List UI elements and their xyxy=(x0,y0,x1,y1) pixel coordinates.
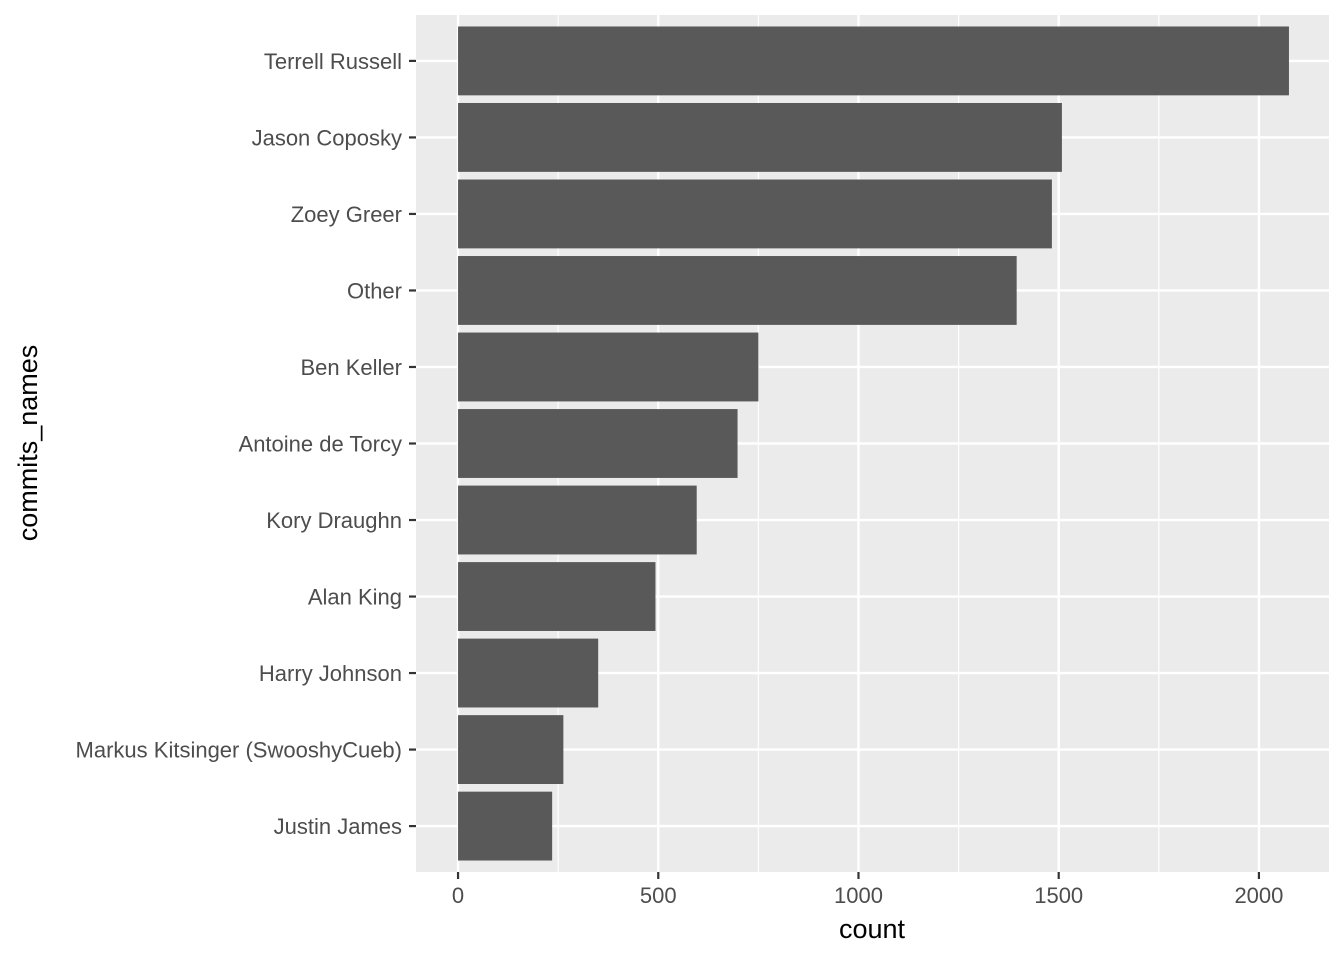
x-tick-label: 0 xyxy=(452,883,464,908)
y-tick-label: Zoey Greer xyxy=(291,202,402,227)
y-tick-label: Terrell Russell xyxy=(264,49,402,74)
bar xyxy=(458,715,564,785)
bar xyxy=(458,409,738,478)
bar xyxy=(458,638,599,708)
bars xyxy=(458,26,1289,861)
bar xyxy=(458,791,553,861)
y-tick-label: Harry Johnson xyxy=(259,661,402,686)
bar xyxy=(458,179,1052,249)
y-tick-label: Markus Kitsinger (SwooshyCueb) xyxy=(76,738,402,763)
bar xyxy=(458,256,1017,325)
x-tick-label: 2000 xyxy=(1234,883,1283,908)
y-axis: Justin James Markus Kitsinger (SwooshyCue… xyxy=(76,49,416,839)
y-tick-label: Justin James xyxy=(274,814,402,839)
y-tick-label: Jason Coposky xyxy=(252,125,402,150)
bar xyxy=(458,26,1289,96)
x-axis: 0 500 1000 1500 2000 xyxy=(452,872,1283,908)
y-tick-label: Alan King xyxy=(308,585,402,610)
y-tick-label: Kory Draughn xyxy=(266,508,402,533)
bar xyxy=(458,332,759,402)
bar xyxy=(458,485,697,555)
x-axis-title: count xyxy=(839,914,906,944)
y-tick-label: Antoine de Torcy xyxy=(239,432,402,457)
bar xyxy=(458,562,656,631)
y-tick-label: Ben Keller xyxy=(300,355,402,380)
y-axis-title: commits_names xyxy=(13,345,43,542)
bar xyxy=(458,102,1062,172)
x-tick-label: 1500 xyxy=(1034,883,1083,908)
x-tick-label: 1000 xyxy=(834,883,883,908)
y-tick-label: Other xyxy=(347,278,402,303)
x-tick-label: 500 xyxy=(640,883,677,908)
